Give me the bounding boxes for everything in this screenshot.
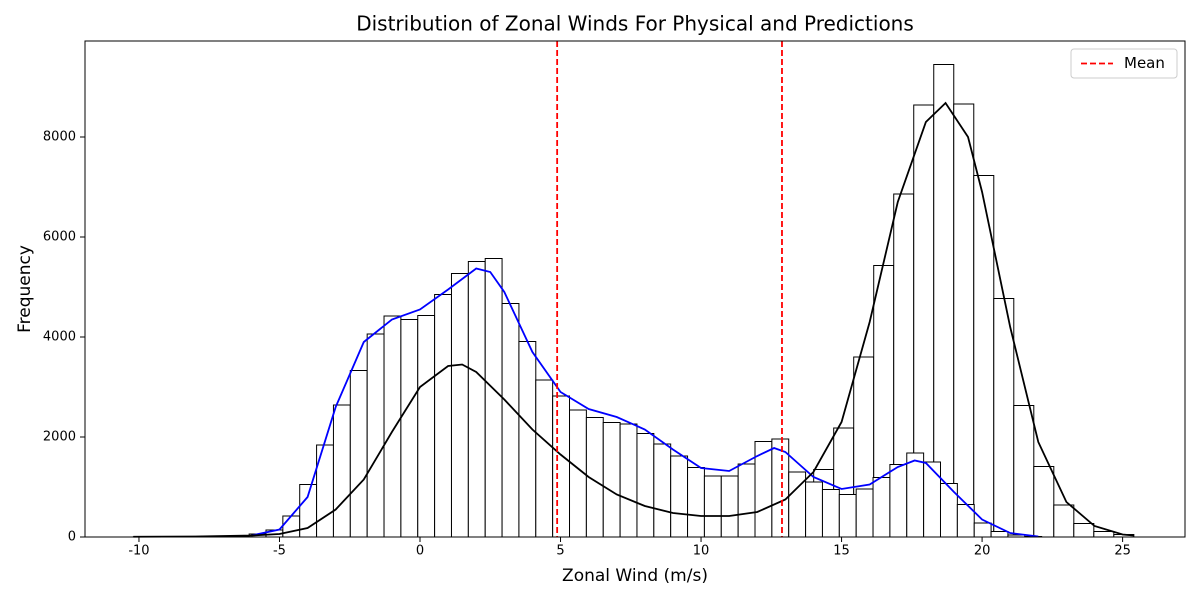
histogram-bar xyxy=(400,319,419,538)
histogram-bar xyxy=(417,315,436,538)
y-tick-label: 8000 xyxy=(43,130,76,145)
histogram-bar xyxy=(602,422,621,538)
histogram-bar xyxy=(450,273,469,538)
histogram-bar xyxy=(953,103,975,538)
histogram-bar xyxy=(636,433,655,538)
legend-box xyxy=(1070,48,1178,79)
x-tick-label: 15 xyxy=(833,544,850,559)
histogram-bar xyxy=(805,481,823,538)
histogram-bar xyxy=(993,298,1015,538)
x-tick-label: 5 xyxy=(556,544,564,559)
histogram-bar xyxy=(434,294,452,538)
histogram-bar xyxy=(619,423,638,538)
histogram-bar xyxy=(1093,531,1115,538)
histogram-bar xyxy=(939,483,958,538)
histogram-bar xyxy=(838,494,857,538)
histogram-bar xyxy=(653,443,672,538)
y-tick-label: 2000 xyxy=(43,430,76,445)
histogram-bar xyxy=(923,461,941,538)
x-axis-label: Zonal Wind (m/s) xyxy=(562,566,708,586)
kde-line xyxy=(133,101,1134,538)
histogram-bar xyxy=(703,475,722,538)
histogram-bar xyxy=(906,452,925,538)
histogram-bar xyxy=(687,467,705,538)
histogram-bar xyxy=(855,488,874,538)
histogram-bar xyxy=(467,261,486,538)
histogram-bar xyxy=(518,341,537,538)
histogram-bar xyxy=(383,315,402,538)
x-tick-label: 25 xyxy=(1114,544,1131,559)
plot-frame xyxy=(84,40,1186,538)
histogram-bar xyxy=(872,477,891,538)
histogram-bar xyxy=(737,463,756,538)
histogram-bar xyxy=(349,370,368,538)
chart-title: Distribution of Zonal Winds For Physical… xyxy=(356,12,914,36)
histogram-bar xyxy=(1053,504,1075,538)
histogram-bar xyxy=(282,515,301,538)
histogram-bar xyxy=(501,303,520,538)
histogram-bar xyxy=(332,404,351,538)
legend: Mean xyxy=(1070,48,1178,79)
histogram-bar xyxy=(720,475,739,538)
histogram-bar xyxy=(1033,466,1055,538)
histogram-bar xyxy=(366,333,385,538)
y-axis-label: Frequency xyxy=(15,245,35,333)
x-tick-label: 20 xyxy=(974,544,991,559)
y-tick-label: 4000 xyxy=(43,330,76,345)
legend-label: Mean xyxy=(1124,54,1165,72)
histogram-bar xyxy=(535,379,554,538)
y-tick-label: 6000 xyxy=(43,230,76,245)
x-tick-label: 0 xyxy=(416,544,424,559)
x-tick-label: 10 xyxy=(693,544,710,559)
y-tick-label: 0 xyxy=(68,530,76,545)
histogram-bar xyxy=(670,455,689,538)
histogram-bar xyxy=(1013,405,1035,538)
x-tick-label: -10 xyxy=(128,544,149,559)
kde-line xyxy=(251,267,1039,538)
histogram-bar xyxy=(973,522,992,538)
histogram-bar xyxy=(552,395,571,538)
histogram-bar xyxy=(821,489,840,538)
x-tick-label: -5 xyxy=(273,544,286,559)
histogram-bar xyxy=(889,464,908,538)
histogram-bar xyxy=(1073,523,1095,538)
histogram-bar xyxy=(990,531,1009,538)
histogram-bar xyxy=(484,258,503,538)
